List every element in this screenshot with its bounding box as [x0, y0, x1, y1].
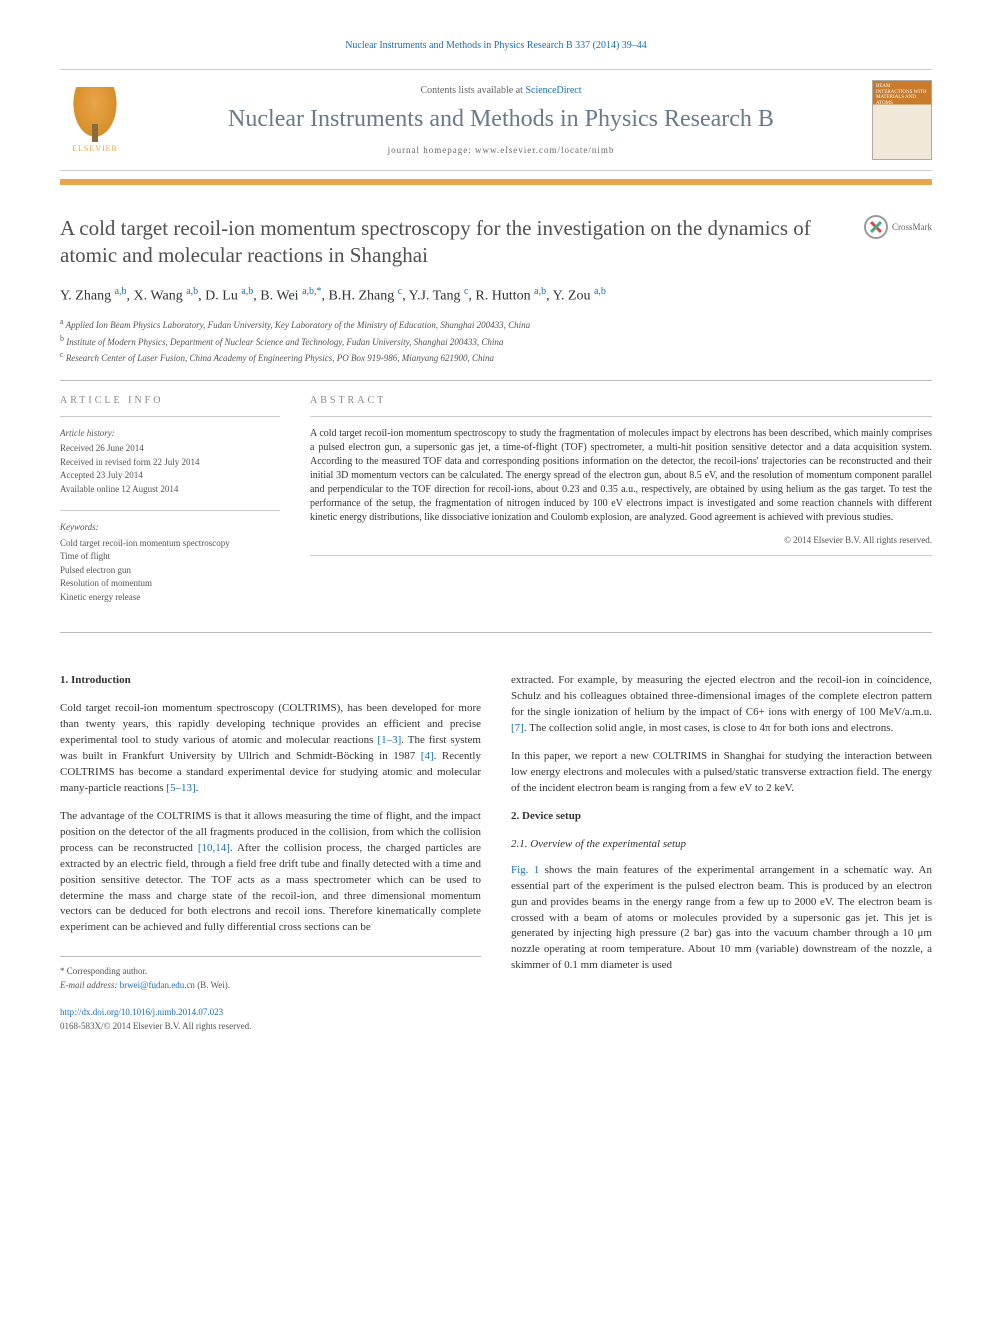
- publisher-logo-label: ELSEVIER: [72, 144, 118, 153]
- paragraph: The advantage of the COLTRIMS is that it…: [60, 809, 481, 937]
- abstract-heading: ABSTRACT: [310, 395, 932, 406]
- subsection-heading-2-1: 2.1. Overview of the experimental setup: [511, 837, 932, 853]
- history-item: Received 26 June 2014: [60, 442, 280, 456]
- keyword: Pulsed electron gun: [60, 564, 280, 578]
- column-left: 1. Introduction Cold target recoil-ion m…: [60, 673, 481, 1033]
- abstract-copyright: © 2014 Elsevier B.V. All rights reserved…: [310, 535, 932, 545]
- abstract: ABSTRACT A cold target recoil-ion moment…: [310, 395, 932, 619]
- corresponding-label: * Corresponding author.: [60, 965, 481, 979]
- title-row: A cold target recoil-ion momentum spectr…: [60, 215, 932, 286]
- affiliation-a: a Applied Ion Beam Physics Laboratory, F…: [60, 316, 932, 333]
- section-heading-2: 2. Device setup: [511, 809, 932, 825]
- corresponding-email-link[interactable]: brwei@fudan.edu.cn: [120, 980, 195, 990]
- info-abstract-row: ARTICLE INFO Article history: Received 2…: [60, 380, 932, 634]
- page: Nuclear Instruments and Methods in Physi…: [0, 0, 992, 1073]
- authors-line: Y. Zhang a,b, X. Wang a,b, D. Lu a,b, B.…: [60, 286, 932, 305]
- affiliation-text: Research Center of Laser Fusion, China A…: [66, 353, 494, 363]
- paragraph: In this paper, we report a new COLTRIMS …: [511, 749, 932, 797]
- journal-cover-thumbnail[interactable]: BEAM INTERACTIONS WITH MATERIALS AND ATO…: [872, 80, 932, 160]
- paragraph: extracted. For example, by measuring the…: [511, 673, 932, 737]
- masthead-center: Contents lists available at ScienceDirec…: [150, 85, 852, 155]
- history-item: Received in revised form 22 July 2014: [60, 456, 280, 470]
- keyword: Resolution of momentum: [60, 577, 280, 591]
- elsevier-tree-icon: [70, 87, 120, 142]
- journal-title: Nuclear Instruments and Methods in Physi…: [150, 106, 852, 133]
- article-info: ARTICLE INFO Article history: Received 2…: [60, 395, 280, 619]
- doi-line: http://dx.doi.org/10.1016/j.nimb.2014.07…: [60, 1006, 481, 1020]
- corresponding-author-footer: * Corresponding author. E-mail address: …: [60, 956, 481, 1033]
- crossmark-badge[interactable]: CrossMark: [864, 215, 932, 239]
- email-name: (B. Wei).: [197, 980, 230, 990]
- abstract-text: A cold target recoil-ion momentum spectr…: [310, 427, 932, 525]
- keywords: Keywords: Cold target recoil-ion momentu…: [60, 521, 280, 604]
- keyword: Cold target recoil-ion momentum spectros…: [60, 537, 280, 551]
- sciencedirect-link[interactable]: ScienceDirect: [525, 85, 581, 96]
- section-heading-1: 1. Introduction: [60, 673, 481, 689]
- article-info-heading: ARTICLE INFO: [60, 395, 280, 406]
- email-line: E-mail address: brwei@fudan.edu.cn (B. W…: [60, 979, 481, 993]
- keyword: Time of flight: [60, 550, 280, 564]
- paragraph: Fig. 1 shows the main features of the ex…: [511, 863, 932, 975]
- history-heading: Article history:: [60, 427, 280, 441]
- article-history: Article history: Received 26 June 2014 R…: [60, 427, 280, 497]
- masthead: ELSEVIER Contents lists available at Sci…: [60, 69, 932, 171]
- affiliation-b: b Institute of Modern Physics, Departmen…: [60, 333, 932, 350]
- affiliation-c: c Research Center of Laser Fusion, China…: [60, 349, 932, 366]
- affiliation-text: Applied Ion Beam Physics Laboratory, Fud…: [66, 320, 530, 330]
- issn-copyright: 0168-583X/© 2014 Elsevier B.V. All right…: [60, 1020, 481, 1034]
- article-title: A cold target recoil-ion momentum spectr…: [60, 215, 844, 270]
- header-citation: Nuclear Instruments and Methods in Physi…: [60, 40, 932, 51]
- crossmark-icon: [864, 215, 888, 239]
- keywords-heading: Keywords:: [60, 521, 280, 535]
- doi-link[interactable]: http://dx.doi.org/10.1016/j.nimb.2014.07…: [60, 1007, 223, 1017]
- body-columns: 1. Introduction Cold target recoil-ion m…: [60, 673, 932, 1033]
- paragraph: Cold target recoil-ion momentum spectros…: [60, 701, 481, 797]
- contents-prefix: Contents lists available at: [420, 85, 525, 96]
- crossmark-label: CrossMark: [892, 222, 932, 232]
- affiliation-text: Institute of Modern Physics, Department …: [66, 337, 503, 347]
- homepage-url[interactable]: www.elsevier.com/locate/nimb: [475, 145, 614, 155]
- email-label: E-mail address:: [60, 980, 117, 990]
- publisher-logo[interactable]: ELSEVIER: [60, 80, 130, 160]
- accent-bar: [60, 179, 932, 185]
- keyword: Kinetic energy release: [60, 591, 280, 605]
- column-right: extracted. For example, by measuring the…: [511, 673, 932, 1033]
- homepage-line: journal homepage: www.elsevier.com/locat…: [150, 145, 852, 155]
- contents-line: Contents lists available at ScienceDirec…: [150, 85, 852, 96]
- history-item: Available online 12 August 2014: [60, 483, 280, 497]
- history-item: Accepted 23 July 2014: [60, 469, 280, 483]
- affiliations: a Applied Ion Beam Physics Laboratory, F…: [60, 316, 932, 366]
- homepage-prefix: journal homepage:: [388, 145, 475, 155]
